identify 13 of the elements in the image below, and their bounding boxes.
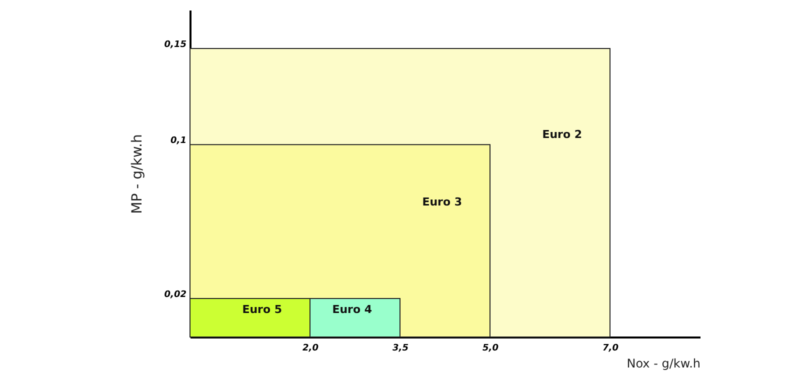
y-tick-label: 0,02: [164, 290, 186, 300]
series-label: Euro 4: [332, 303, 372, 316]
x-tick-label: 3,5: [392, 344, 408, 354]
x-tick-label: 5,0: [482, 344, 498, 354]
x-tick-label: 2,0: [302, 344, 318, 354]
x-tick-label: 7,0: [602, 344, 618, 354]
y-tick-label: 0,1: [170, 136, 186, 146]
series-label: Euro 5: [242, 303, 282, 316]
series-label: Euro 2: [542, 128, 582, 142]
y-axis-title: MP - g/kw.h: [129, 134, 146, 214]
y-tick-label: 0,15: [164, 40, 186, 50]
series-label: Euro 3: [422, 195, 462, 208]
x-axis-title: Nox - g/kw.h: [626, 356, 700, 370]
